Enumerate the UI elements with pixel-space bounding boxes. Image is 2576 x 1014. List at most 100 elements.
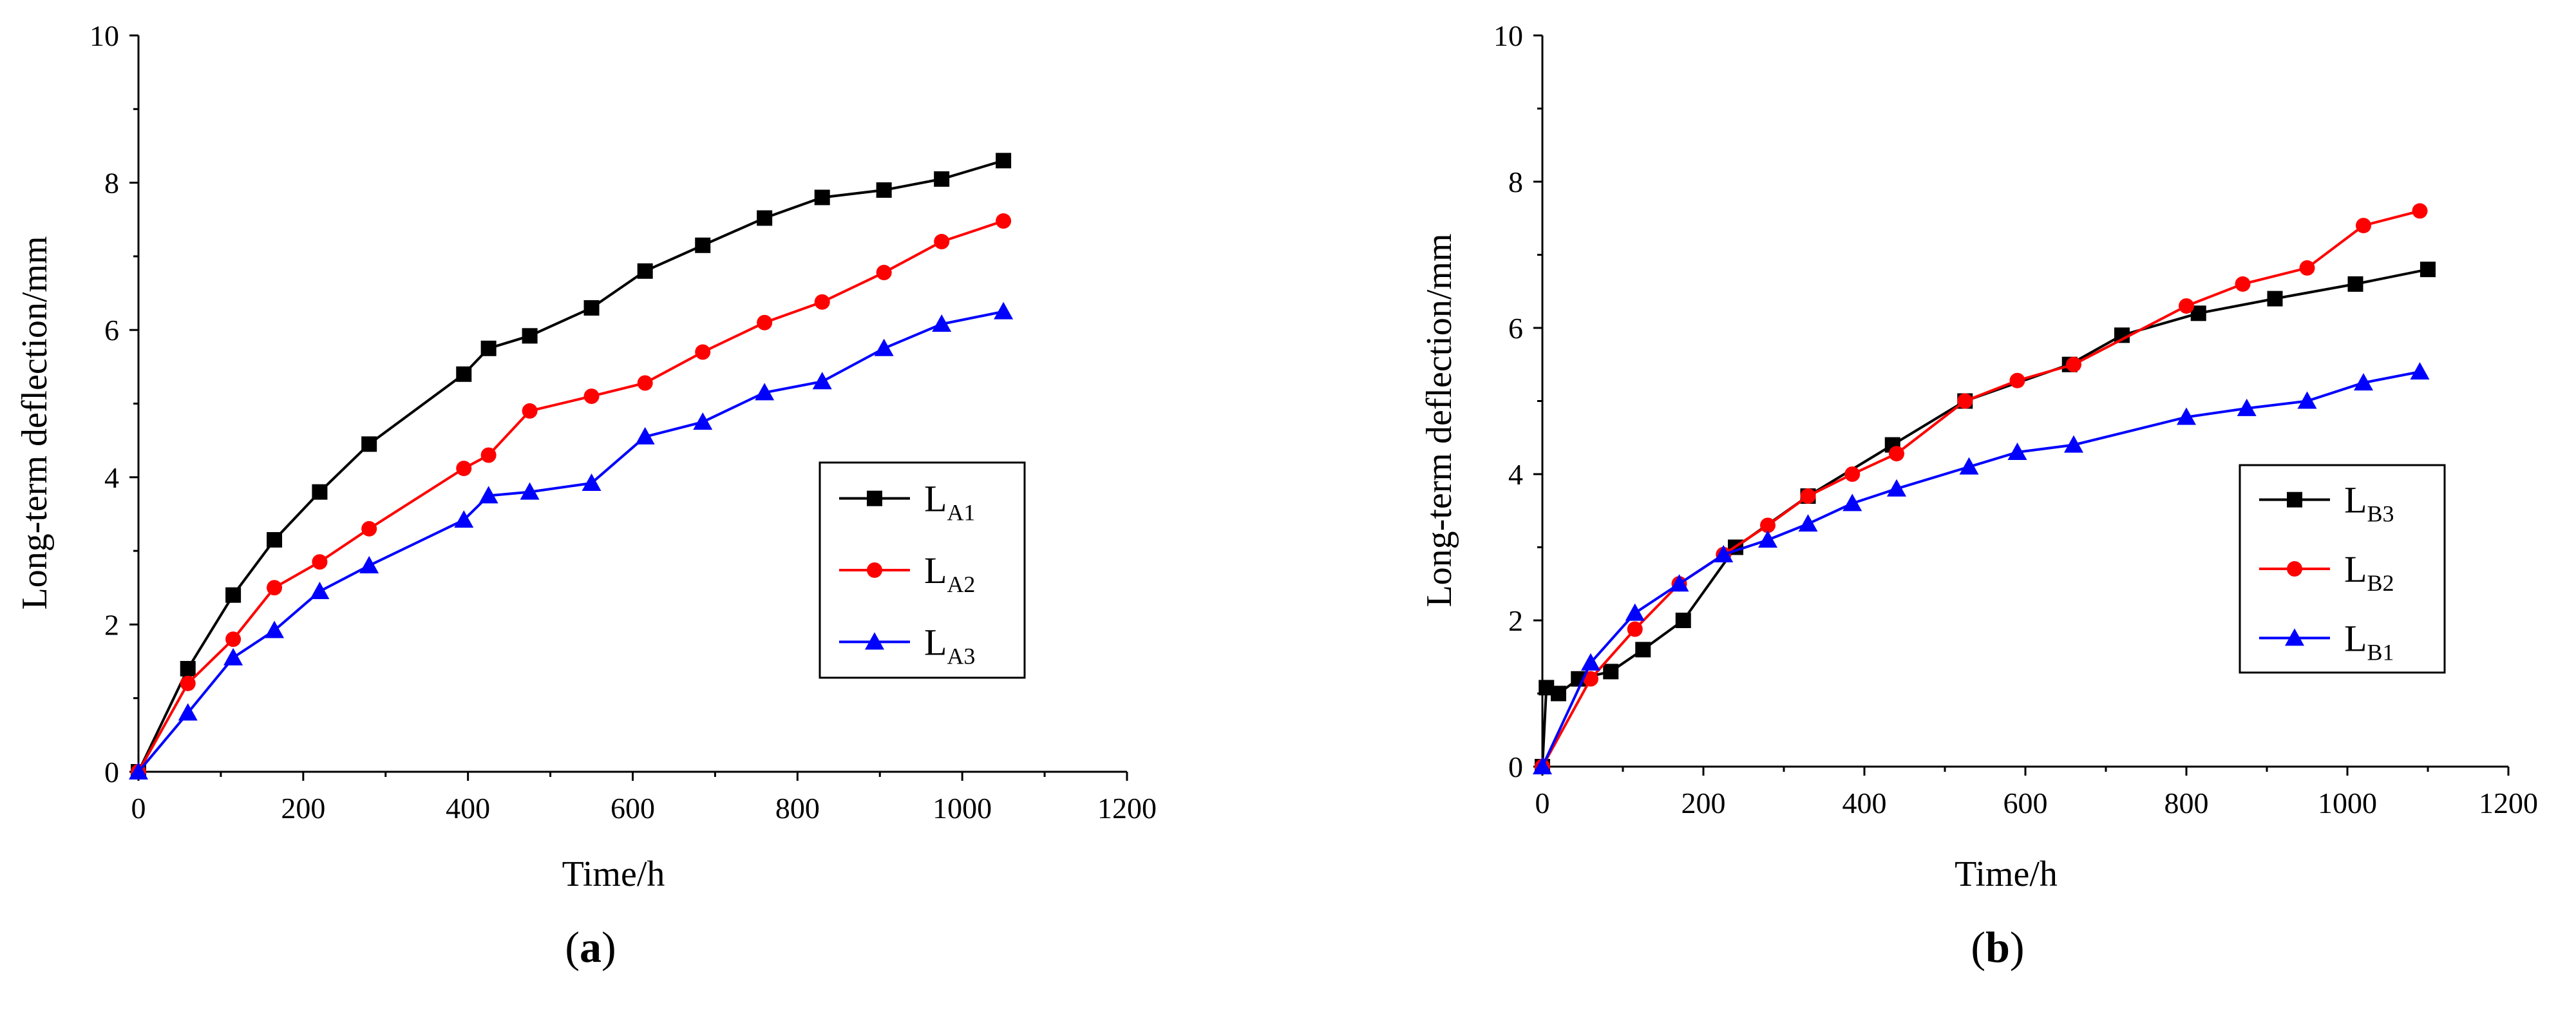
series-group-b (1533, 203, 2436, 774)
data-point-lb1 (1533, 757, 1552, 774)
data-point-la3 (129, 762, 148, 780)
data-point-lb2 (1957, 393, 1973, 409)
x-tick-label-b: 600 (2003, 787, 2048, 819)
data-point-lb2 (2299, 260, 2315, 276)
data-point-lb1 (1842, 493, 1862, 512)
data-point-lb2 (1627, 621, 1643, 637)
data-point-lb1 (2064, 435, 2083, 453)
data-point-la3 (454, 510, 474, 528)
y-tick-label-a: 4 (104, 461, 119, 494)
data-point-la2 (583, 388, 600, 405)
data-point-la2 (876, 265, 892, 281)
chart-panel-b: 0 200 400 600 800 1000 1200 0 2 4 6 8 10 Time/h Long… (1419, 19, 2538, 971)
data-point-la2 (814, 294, 830, 310)
data-point-lb2 (1800, 488, 1816, 504)
legend-label-lb2: LB2 (2344, 548, 2394, 596)
legend-label-la2: LA2 (924, 550, 975, 597)
data-point-la1 (637, 263, 653, 279)
data-point-lb3 (1551, 685, 1566, 702)
axis-ticks-b: 0 200 400 600 800 1000 1200 0 2 4 6 8 10 (1493, 19, 2538, 819)
x-axis-title-b: Time/h (1955, 854, 2058, 894)
panel-letter-a: a (580, 923, 601, 971)
legend-marker-lb1 (2285, 628, 2304, 646)
data-point-lb3 (2420, 262, 2436, 278)
legend-a: LA1 LA2 LA3 (819, 461, 1026, 679)
data-point-la3 (359, 555, 379, 573)
data-point-la3 (755, 383, 775, 401)
data-point-lb2 (1583, 671, 1598, 687)
data-point-la1 (757, 210, 773, 226)
x-tick-label-b: 200 (1681, 787, 1726, 819)
data-point-la1 (267, 531, 283, 548)
x-tick-label-a: 400 (446, 792, 490, 825)
data-point-la3 (693, 412, 713, 430)
data-point-la2 (522, 403, 538, 419)
data-point-la2 (361, 521, 377, 537)
legend-marker-la1 (867, 490, 882, 506)
data-point-la3 (520, 482, 540, 500)
data-point-la2 (312, 554, 328, 570)
x-tick-label-a: 800 (775, 792, 820, 825)
legend-label-lb1: LB1 (2344, 617, 2394, 665)
data-point-la1 (522, 328, 538, 344)
y-axis-title-b: Long-term deflection/mm (1419, 233, 1459, 607)
x-tick-label-a: 1200 (1097, 792, 1157, 825)
data-point-la1 (695, 237, 711, 253)
data-point-la3 (265, 620, 285, 638)
axis-ticks-a: 0 200 400 600 800 1000 1200 0 2 4 6 8 10 (90, 19, 1157, 825)
data-point-lb1 (2007, 442, 2027, 460)
series-group-a (129, 153, 1014, 780)
data-point-la3 (310, 581, 330, 599)
y-tick-label-a: 2 (104, 608, 119, 641)
data-point-lb1 (1887, 479, 1906, 497)
data-point-lb2 (1844, 466, 1861, 482)
data-point-lb2 (1889, 446, 1904, 462)
y-axis-title-a: Long-term deflection/mm (15, 236, 55, 609)
y-tick-label-b: 2 (1508, 604, 1523, 637)
legend-label-la1: LA1 (924, 478, 975, 526)
data-point-lb1 (1714, 544, 1734, 562)
x-tick-label-b: 0 (1535, 787, 1550, 819)
data-point-la1 (814, 189, 830, 206)
x-tick-label-b: 400 (1842, 787, 1887, 819)
data-point-la3 (582, 473, 601, 491)
x-tick-label-b: 800 (2164, 787, 2209, 819)
data-point-lb1 (2410, 362, 2430, 380)
data-point-la1 (996, 153, 1012, 169)
data-point-lb3 (1603, 664, 1619, 680)
data-point-la1 (934, 171, 950, 187)
x-tick-label-a: 1000 (933, 792, 992, 825)
data-point-la1 (180, 660, 196, 676)
data-point-la1 (312, 484, 328, 500)
legend-label-la3: LA3 (924, 621, 975, 669)
x-axis-title-a: Time/h (562, 854, 665, 894)
y-tick-label-b: 0 (1508, 751, 1523, 783)
y-tick-label-b: 4 (1508, 458, 1523, 491)
data-point-lb2 (1760, 517, 1776, 533)
data-point-lb2 (2009, 372, 2025, 388)
data-point-la1 (456, 366, 472, 382)
data-point-lb1 (2297, 391, 2317, 409)
x-tick-label-a: 600 (611, 792, 655, 825)
data-point-la3 (812, 372, 832, 390)
data-point-la3 (178, 703, 198, 721)
data-point-lb1 (2354, 373, 2373, 391)
data-point-lb3 (2267, 291, 2283, 307)
data-point-la2 (267, 580, 283, 596)
data-point-la1 (225, 587, 242, 603)
data-point-lb1 (2237, 398, 2257, 416)
data-point-la2 (996, 213, 1012, 229)
data-point-la1 (361, 436, 377, 452)
y-tick-label-b: 6 (1508, 312, 1523, 345)
legend-marker-la2 (867, 562, 882, 578)
y-tick-label-b: 10 (1493, 19, 1523, 52)
data-point-lb3 (2347, 276, 2363, 292)
data-point-lb2 (2066, 356, 2081, 372)
legend-marker-lb3 (2287, 492, 2302, 508)
panel-label-b: (b) (1971, 923, 2024, 971)
data-point-la3 (635, 426, 655, 445)
data-point-la3 (874, 338, 894, 356)
data-point-la2 (695, 344, 711, 360)
data-point-lb1 (1798, 514, 1818, 532)
